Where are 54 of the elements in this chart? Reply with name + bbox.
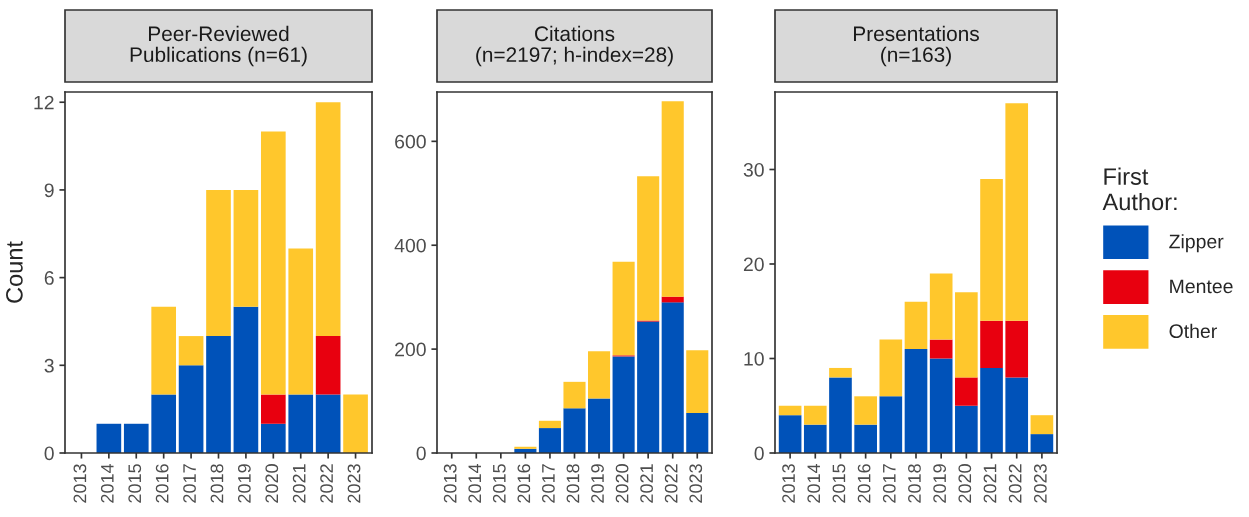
x-tick-label: 2023 [1033, 464, 1047, 503]
x-tick-label: 2016 [517, 464, 531, 503]
legend-title: First Author: [1102, 167, 1177, 211]
x-tick-label: 2013 [73, 464, 87, 503]
y-tick-label: 400 [394, 238, 426, 253]
x-tick-label: 2017 [882, 464, 896, 503]
x-tick-label: 2018 [566, 464, 580, 503]
x-tick-label: 2017 [542, 464, 555, 503]
x-tick-label: 2023 [347, 464, 361, 503]
y-tick-label: 0 [416, 446, 426, 461]
x-tick-label: 2022 [320, 464, 333, 503]
x-tick-label: 2018 [210, 464, 224, 503]
x-tick-label: 2022 [1008, 464, 1022, 503]
chart-title: Presentations (n=163) [854, 25, 979, 67]
x-tick-label: 2020 [615, 464, 629, 503]
y-tick-label: 9 [44, 183, 54, 198]
y-tick-label: 200 [395, 342, 426, 357]
y-tick-label: 6 [44, 271, 54, 285]
y-tick-label: 12 [34, 95, 54, 110]
chart-title: Peer-Reviewed Publications (n=61) [130, 25, 307, 67]
x-tick-label: 2013 [782, 464, 795, 503]
x-tick-label: 2019 [237, 464, 251, 503]
y-tick-label: 10 [744, 351, 764, 366]
x-tick-label: 2021 [640, 464, 654, 503]
x-tick-label: 2016 [857, 464, 871, 503]
y-tick-label: 20 [743, 257, 764, 272]
x-tick-label: 2018 [908, 464, 921, 503]
y-tick-label: 600 [395, 134, 426, 149]
x-tick-label: 2021 [983, 464, 997, 503]
x-tick-label: 2016 [155, 464, 169, 503]
x-tick-label: 2020 [265, 464, 279, 503]
x-tick-label: 2019 [591, 464, 604, 503]
x-tick-label: 2013 [443, 464, 457, 503]
x-tick-label: 2020 [958, 464, 972, 503]
x-tick-label: 2021 [292, 464, 306, 503]
legend-label: Zipper [1169, 234, 1224, 253]
x-tick-label: 2023 [689, 464, 703, 503]
x-tick-label: 2014 [807, 463, 821, 503]
x-tick-label: 2015 [492, 464, 506, 503]
x-tick-label: 2014 [100, 463, 114, 503]
y-tick-label: 30 [743, 162, 764, 177]
legend-label: Other [1169, 323, 1217, 339]
x-tick-label: 2022 [664, 464, 678, 503]
x-tick-label: 2014 [468, 463, 482, 503]
x-tick-label: 2015 [832, 464, 846, 503]
chart-title: Citations (n=2197; h-index=28) [476, 25, 673, 67]
legend-label: Mentee [1170, 279, 1233, 294]
x-tick-label: 2015 [128, 464, 142, 503]
y-tick-label: 0 [44, 446, 54, 461]
x-tick-label: 2017 [183, 464, 196, 503]
y-tick-label: 3 [44, 358, 54, 373]
y-axis-title: Count [6, 241, 23, 303]
x-tick-label: 2019 [933, 464, 947, 503]
y-tick-label: 0 [754, 446, 764, 461]
